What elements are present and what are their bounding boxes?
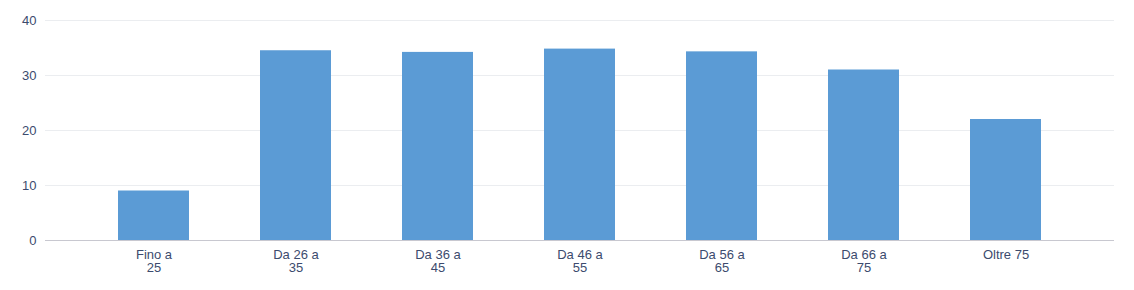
svg-text:Da 36 a45: Da 36 a45 <box>415 247 461 275</box>
svg-text:Da 66 a75: Da 66 a75 <box>841 247 887 275</box>
svg-text:Fino a25: Fino a25 <box>136 247 173 275</box>
svg-text:20: 20 <box>22 123 36 138</box>
svg-text:10: 10 <box>22 178 36 193</box>
svg-text:Oltre 75: Oltre 75 <box>983 247 1029 262</box>
svg-text:Da 46 a55: Da 46 a55 <box>557 247 603 275</box>
svg-text:Da 26 a35: Da 26 a35 <box>273 247 319 275</box>
svg-text:30: 30 <box>22 68 36 83</box>
svg-text:Da 56 a65: Da 56 a65 <box>699 247 745 275</box>
svg-text:40: 40 <box>22 13 36 28</box>
svg-text:0: 0 <box>29 233 36 248</box>
